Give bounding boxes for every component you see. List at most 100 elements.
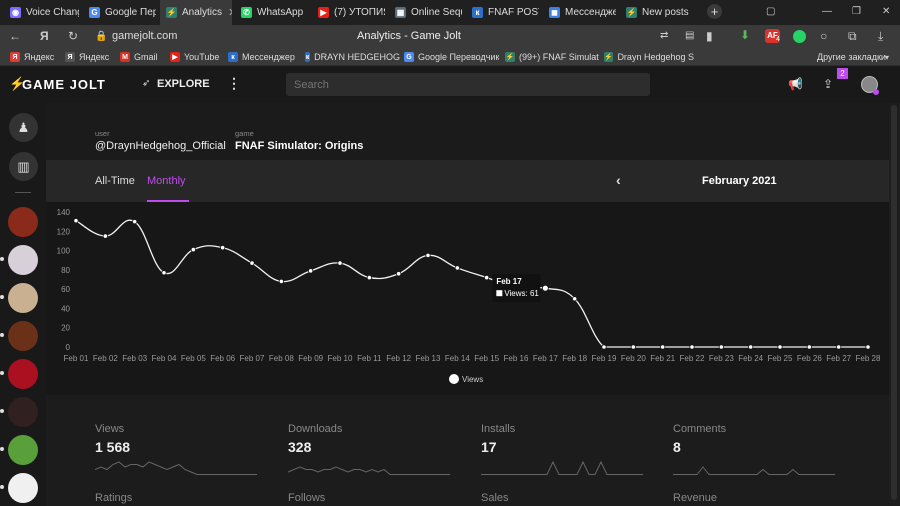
close-window-icon[interactable]: ✕ (882, 6, 891, 17)
data-point (337, 260, 343, 266)
tooltip-value: Views: 61 (504, 289, 539, 298)
tab-favicon-icon: ▶ (318, 7, 329, 18)
bookmark-label: Google Переводчик (418, 52, 500, 62)
tab-label: New posts i (642, 7, 690, 18)
friends-icon[interactable]: ⇪ (823, 77, 834, 91)
bookmark-item[interactable]: к DRAYN HEDGEHOG (305, 48, 400, 66)
site-logo[interactable]: GAME JOLT (22, 77, 106, 92)
browser-tab[interactable]: ◉ Voice Chang (4, 0, 79, 25)
address-bar: ← Я ↻ 🔒 gamejolt.com Analytics - Game Jo… (0, 25, 900, 48)
scrollbar-thumb[interactable] (891, 105, 897, 500)
maximize-icon[interactable]: ❐ (852, 6, 861, 17)
whatsapp-ext-icon[interactable] (793, 30, 806, 43)
downloads-icon[interactable]: ⤓ (878, 29, 884, 43)
red-logo-avatar[interactable] (8, 359, 38, 389)
stat-label: Comments (673, 423, 727, 435)
bookmark-favicon-icon: к (228, 52, 238, 62)
notif-badge: 2 (837, 68, 848, 79)
browser-tab[interactable]: ✆ WhatsApp (235, 0, 308, 25)
game-caption: game (235, 129, 254, 138)
url-text[interactable]: gamejolt.com (112, 30, 178, 42)
freddy-brown-avatar[interactable] (8, 321, 38, 351)
browser-tab[interactable]: ◼ Мессенджер (543, 0, 616, 25)
compass-icon: ➶ (142, 78, 151, 89)
scrollbar[interactable] (889, 103, 900, 506)
browser-tab[interactable]: ▶ (7) УТОПИЯ (312, 0, 385, 25)
x-tick-label: Feb 20 (621, 354, 646, 363)
circle-ext-icon[interactable]: ○ (820, 29, 828, 43)
translate-icon[interactable]: ⇄ (660, 30, 669, 41)
lock-icon: 🔒 (95, 31, 108, 42)
more-menu-icon[interactable]: ⋮ (227, 75, 241, 91)
search-input[interactable] (286, 73, 650, 96)
legend-swatch (449, 374, 459, 384)
extensions-icon[interactable]: ⧉ (848, 29, 857, 43)
browser-tab[interactable]: ⚡ New posts i (620, 0, 690, 25)
user-caption: user (95, 129, 110, 138)
bookmark-favicon-icon: G (404, 52, 414, 62)
tab-menu-icon[interactable]: ▢ (766, 6, 776, 17)
bookmark-label: YouTube (184, 52, 220, 62)
x-tick-label: Feb 25 (768, 354, 793, 363)
y-tick-label: 80 (61, 266, 70, 275)
browser-tab[interactable]: G Google Пер (83, 0, 156, 25)
y-tick-label: 20 (61, 324, 70, 333)
prev-month-icon[interactable]: ‹ (616, 172, 621, 188)
stat-label: Sales (481, 492, 509, 504)
character-avatar[interactable] (8, 245, 38, 275)
bookmark-label: DRAYN HEDGEHOG (314, 52, 400, 62)
back-icon[interactable]: ← (9, 29, 21, 43)
stat-sparkline (288, 466, 450, 475)
bookmark-item[interactable]: G Google Переводчик (404, 48, 499, 66)
minimize-icon[interactable]: — (822, 6, 832, 17)
yandex-icon[interactable]: Я (40, 29, 49, 43)
library-icon[interactable]: ▥ (9, 152, 38, 181)
activity-icon[interactable]: ♟ (9, 113, 38, 142)
bookmarks-bar: Другие закладки ▾ Я Яндекс Я Яндекс M Gmail ▶ Y… (0, 48, 900, 66)
other-bookmarks[interactable]: Другие закладки (817, 52, 886, 62)
reload-icon[interactable]: ↻ (68, 29, 79, 43)
tab-label: Voice Chang (26, 7, 79, 18)
browser-tab[interactable]: ▦ Online Sequ (389, 0, 462, 25)
game-link[interactable]: FNAF Simulator: Origins (235, 140, 364, 152)
bookmark-icon[interactable]: ▮ (706, 29, 713, 43)
close-tab-icon[interactable]: ✕ (228, 6, 232, 19)
bookmark-item[interactable]: ⚡ (99+) FNAF Simulat (505, 48, 599, 66)
bookmark-item[interactable]: Я Яндекс (65, 48, 109, 66)
bookmark-item[interactable]: ▶ YouTube (170, 48, 219, 66)
user-avatar[interactable] (861, 76, 878, 93)
bookmark-item[interactable]: к Мессенджер (228, 48, 295, 66)
user-link[interactable]: @DraynHedgehog_Official (95, 140, 226, 152)
stat-label: Ratings (95, 492, 133, 504)
x-tick-label: Feb 22 (680, 354, 705, 363)
bookmark-label: Gmail (134, 52, 158, 62)
browser-tab[interactable]: ⚡ Analytics ✕ (160, 0, 232, 25)
bookmark-item[interactable]: ⚡ Drayn Hedgehog S (604, 48, 694, 66)
skeleton-avatar[interactable] (8, 473, 38, 503)
freddy-avatar[interactable] (8, 207, 38, 237)
explore-link[interactable]: EXPLORE (157, 78, 210, 90)
download-ext-icon[interactable]: ⬇ (740, 28, 751, 42)
x-tick-label: Feb 12 (386, 354, 411, 363)
megaphone-icon[interactable]: 📢 (788, 77, 803, 91)
tab-monthly[interactable]: Monthly (147, 160, 189, 202)
x-tick-label: Feb 02 (93, 354, 118, 363)
bookmark-item[interactable]: Я Яндекс (10, 48, 54, 66)
x-tick-label: Feb 01 (64, 354, 89, 363)
minecraft-avatar[interactable] (8, 283, 38, 313)
site-header: ⚡ GAME JOLT ➶ EXPLORE ⋮ 📢 ⇪ 2 (0, 67, 900, 103)
browser-tab[interactable]: к FNAF POST! (466, 0, 539, 25)
tab-all-time[interactable]: All-Time (95, 175, 135, 187)
grass-block-avatar[interactable] (8, 435, 38, 465)
new-tab-icon[interactable]: + (707, 4, 722, 19)
girl-avatar[interactable] (8, 397, 38, 427)
x-tick-label: Feb 05 (181, 354, 206, 363)
x-tick-label: Feb 17 (533, 354, 558, 363)
chart-area: 0 20 40 60 80 100 120 140 Feb 01 Feb 02 Feb 03 Feb … (46, 202, 889, 395)
adblock-icon[interactable]: AF (765, 29, 780, 43)
x-tick-label: Feb 23 (709, 354, 734, 363)
x-tick-label: Feb 08 (269, 354, 294, 363)
reader-icon[interactable]: ▤ (685, 30, 695, 41)
bookmark-item[interactable]: M Gmail (120, 48, 158, 66)
x-tick-label: Feb 04 (152, 354, 177, 363)
